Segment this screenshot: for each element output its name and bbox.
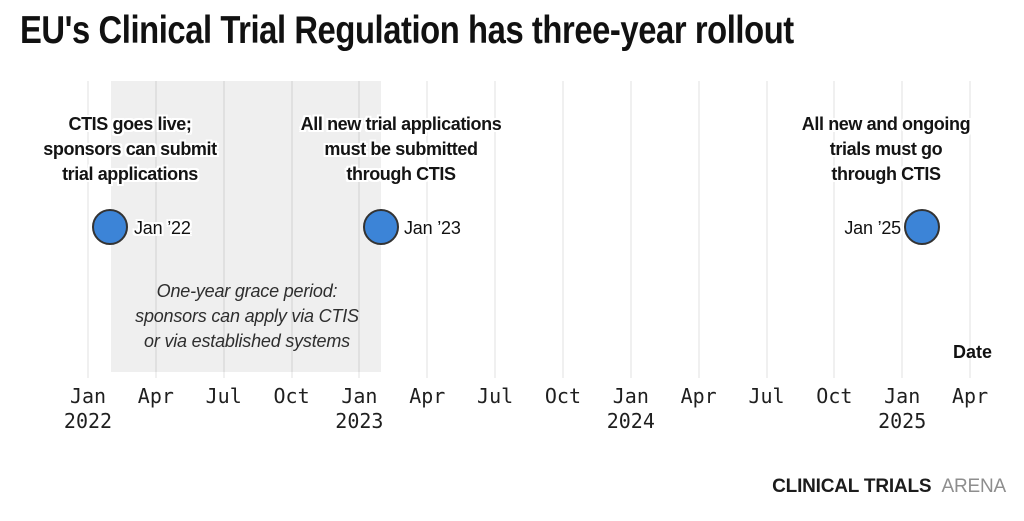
gridline bbox=[222, 81, 225, 378]
event-annotation-all-trials: All new and ongoing trials must go throu… bbox=[766, 112, 1006, 187]
x-tick-month: Jan bbox=[612, 384, 649, 408]
event-marker-jan-23 bbox=[363, 209, 399, 245]
x-tick-year: 2024 bbox=[606, 409, 655, 433]
annotation-line: CTIS goes live; bbox=[68, 114, 192, 134]
event-marker-jan-22 bbox=[92, 209, 128, 245]
event-date-label: Jan ’22 bbox=[134, 218, 191, 238]
gridline bbox=[154, 81, 157, 378]
annotation-line: All new and ongoing bbox=[801, 114, 971, 134]
annotation-line: through CTIS bbox=[831, 164, 941, 184]
brand-light: ARENA bbox=[941, 476, 1007, 497]
x-tick-month: Oct bbox=[816, 384, 853, 408]
x-axis-title: Date bbox=[952, 342, 992, 362]
x-tick-month: Apr bbox=[137, 384, 174, 408]
x-tick-month: Jul bbox=[748, 384, 785, 408]
x-tick-month: Apr bbox=[409, 384, 446, 408]
x-tick-month: Jan bbox=[69, 384, 107, 408]
chart-title: EU's Clinical Trial Regulation has three… bbox=[20, 9, 794, 52]
gridline bbox=[561, 81, 564, 378]
gridline bbox=[901, 81, 904, 378]
x-tick-month: Jan bbox=[341, 384, 378, 408]
annotation-line: trials must go bbox=[829, 139, 943, 159]
grace-period-note: One-year grace period: sponsors can appl… bbox=[107, 279, 387, 354]
x-tick-month: Apr bbox=[680, 384, 717, 408]
gridline bbox=[87, 81, 89, 378]
brand-bold: CLINICAL TRIALS bbox=[772, 476, 932, 497]
gridline bbox=[969, 81, 972, 378]
gridline bbox=[290, 81, 293, 378]
x-tick-month: Jul bbox=[205, 384, 242, 408]
event-annotation-ctis-live: CTIS goes live; sponsors can submit tria… bbox=[10, 112, 250, 187]
annotation-line: through CTIS bbox=[346, 164, 456, 184]
gridline bbox=[697, 81, 700, 378]
gridline bbox=[833, 81, 836, 378]
event-annotation-new-trials: All new trial applications must be submi… bbox=[271, 112, 531, 187]
event-date-label: Jan ’25 bbox=[844, 218, 901, 238]
gridline bbox=[629, 81, 632, 378]
grace-note-line: One-year grace period: bbox=[156, 281, 338, 301]
gridline bbox=[426, 81, 429, 378]
x-tick-year: 2022 bbox=[63, 409, 113, 433]
grace-period-region bbox=[111, 81, 381, 372]
x-tick-month: Jul bbox=[477, 384, 514, 408]
x-tick-month: Oct bbox=[273, 384, 310, 408]
gridline bbox=[358, 81, 361, 378]
brand-footer: CLINICAL TRIALS ARENA bbox=[772, 476, 1006, 498]
x-tick-month: Jan bbox=[884, 384, 921, 408]
annotation-line: All new trial applications bbox=[300, 114, 502, 134]
annotation-line: trial applications bbox=[62, 164, 198, 184]
event-date-label: Jan ’23 bbox=[404, 218, 461, 238]
gridline bbox=[765, 81, 768, 378]
annotation-line: sponsors can submit bbox=[43, 139, 217, 159]
x-tick-year: 2023 bbox=[335, 409, 384, 433]
grace-note-line: or via established systems bbox=[144, 331, 350, 351]
grace-note-line: sponsors can apply via CTIS bbox=[135, 306, 359, 326]
x-tick-month: Apr bbox=[951, 384, 989, 408]
gridline bbox=[494, 81, 497, 378]
x-tick-month: Oct bbox=[544, 384, 581, 408]
annotation-line: must be submitted bbox=[324, 139, 478, 159]
event-marker-jan-25 bbox=[904, 209, 940, 245]
x-tick-year: 2025 bbox=[878, 409, 927, 433]
